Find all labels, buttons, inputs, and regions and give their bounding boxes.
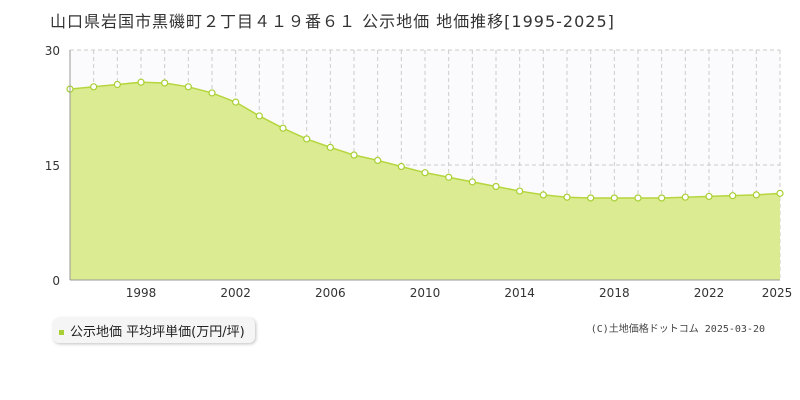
data-point [232,98,240,106]
y-tick-label: 0 [52,274,60,288]
x-tick-label: 2002 [220,286,251,300]
legend: 公示地価 平均坪単価(万円/坪) [53,318,255,343]
data-point [137,78,145,86]
data-point [610,194,618,202]
legend-label: 公示地価 平均坪単価(万円/坪) [70,325,245,340]
data-point [303,135,311,143]
copyright-text: (C)土地価格ドットコム 2025-03-20 [590,324,765,335]
legend-marker-icon [59,330,64,335]
data-point [776,189,784,197]
data-point [374,156,382,164]
data-point [326,143,334,151]
data-point [421,169,429,177]
data-point [658,194,666,202]
data-point [113,80,121,89]
x-tick-label: 1998 [126,286,157,300]
x-tick-label: 2010 [410,286,441,300]
x-tick-label: 2006 [315,286,346,300]
data-point [255,112,263,120]
data-point [752,191,760,199]
series-area [70,82,780,280]
data-point [539,191,547,199]
data-point [587,194,595,202]
x-tick-label: 2014 [504,286,535,300]
data-point [90,83,98,91]
x-tick-label: 2018 [599,286,630,300]
axis-layer: 0 15 30 1998 2002 2006 2010 2014 2018 2022 2025 [45,44,793,300]
data-point [563,193,571,201]
data-point [634,194,642,202]
x-tick-label: 2022 [694,286,725,300]
y-tick-label: 30 [45,44,60,58]
data-point [681,193,689,201]
data-point [705,192,713,201]
data-point [468,178,476,186]
data-point [350,151,358,159]
data-point [516,187,524,195]
data-point [279,124,287,132]
chart-title: 山口県岩国市黒磯町２丁目４１９番６１ 公示地価 地価推移[1995-2025] [50,12,615,31]
data-point [397,162,405,171]
data-point [184,83,192,91]
x-tick-label: 2025 [762,286,793,300]
data-point [729,192,737,200]
y-tick-label: 15 [45,159,60,173]
data-point [492,182,500,191]
data-point [445,173,453,181]
data-point [161,79,169,87]
data-point [208,89,216,97]
